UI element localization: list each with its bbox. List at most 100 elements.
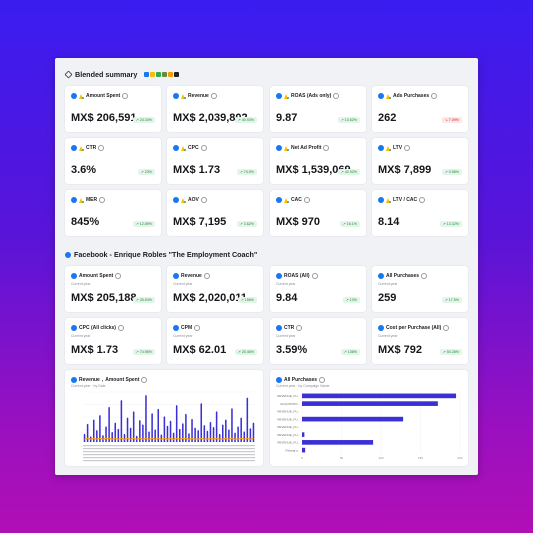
info-icon[interactable] [333, 93, 340, 99]
revenue-bar[interactable] [117, 429, 120, 443]
revenue-bar[interactable] [105, 427, 107, 442]
revenue-bar[interactable] [209, 422, 212, 442]
revenue-bar[interactable] [240, 418, 242, 442]
revenue-bar[interactable] [108, 407, 110, 442]
revenue-bar[interactable] [215, 412, 218, 442]
metric-card-cost-per-purchase-all[interactable]: Cost per Purchase (All) Current year MX$ 7… [372, 318, 468, 364]
revenue-bar[interactable] [225, 420, 227, 442]
info-icon[interactable] [421, 273, 428, 279]
revenue-bar[interactable] [154, 430, 156, 442]
info-icon[interactable] [203, 273, 210, 279]
revenue-bar[interactable] [231, 408, 233, 442]
revenue-bar[interactable] [191, 419, 193, 443]
revenue-bar[interactable] [148, 432, 150, 442]
revenue-bar[interactable] [86, 424, 89, 443]
revenue-bar[interactable] [126, 418, 129, 442]
revenue-bar[interactable] [123, 434, 126, 443]
metric-card-cpc-all-clicks[interactable]: CPC (All clicks) Current year MX$ 1.73 ↗ 74… [65, 318, 161, 364]
info-icon[interactable] [122, 93, 129, 99]
info-icon[interactable] [210, 93, 217, 99]
revenue-bar[interactable] [166, 426, 169, 442]
revenue-bar[interactable] [246, 398, 249, 442]
revenue-bar[interactable] [200, 403, 203, 442]
revenue-bar[interactable] [145, 395, 147, 442]
purchases-bar[interactable] [302, 440, 374, 445]
info-icon[interactable] [311, 273, 318, 279]
metric-card-aov[interactable]: AOV MX$ 7,195 ↗ 3.62% [167, 190, 263, 236]
info-icon[interactable] [323, 145, 330, 151]
metric-card-cpc[interactable]: CPC MX$ 1.73 ↗ 74.9% [167, 138, 263, 184]
metric-card-ads-purchases[interactable]: Ads Purchases 262 ↘ 7.09% [372, 86, 468, 132]
revenue-bar[interactable] [139, 420, 141, 442]
info-icon[interactable] [194, 325, 201, 331]
purchases-bar[interactable] [302, 432, 305, 437]
revenue-bar[interactable] [252, 423, 255, 442]
info-icon[interactable] [319, 377, 326, 383]
revenue-bar[interactable] [120, 400, 123, 442]
metric-card-ctr[interactable]: CTR Current year 3.59% ↗ 108% [270, 318, 366, 364]
revenue-bar[interactable] [221, 425, 224, 442]
info-icon[interactable] [98, 145, 105, 151]
revenue-bar[interactable] [243, 432, 246, 442]
revenue-bar[interactable] [129, 428, 132, 442]
revenue-bar[interactable] [182, 423, 184, 442]
purchases-bar[interactable] [302, 416, 404, 422]
info-icon[interactable] [200, 145, 207, 151]
metric-card-cac[interactable]: CAC MX$ 970 ↗ 16.1% [270, 190, 366, 236]
info-icon[interactable] [296, 325, 303, 331]
info-icon[interactable] [117, 325, 124, 331]
info-icon[interactable] [443, 325, 450, 331]
metric-card-revenue[interactable]: Revenue Current year MX$ 2,020,011 ↗ 156% [167, 266, 263, 312]
metric-card-all-purchases[interactable]: All Purchases Current year 259 ↗ 17.5% [372, 266, 468, 312]
info-icon[interactable] [419, 197, 426, 203]
purchases-bar[interactable] [302, 447, 306, 453]
revenue-bar[interactable] [185, 414, 187, 443]
revenue-bar[interactable] [188, 433, 190, 442]
revenue-bar[interactable] [163, 417, 166, 442]
revenue-bar[interactable] [151, 413, 153, 442]
metric-card-roas-all[interactable]: ROAS (All) Current year 9.84 ↗ 13% [270, 266, 366, 312]
revenue-bar[interactable] [194, 428, 196, 442]
revenue-bar[interactable] [197, 430, 199, 442]
info-icon[interactable] [99, 197, 106, 203]
revenue-bar[interactable] [92, 420, 95, 442]
revenue-bar[interactable] [203, 425, 206, 442]
info-icon[interactable] [404, 145, 411, 151]
metric-card-cpm[interactable]: CPM Current year MX$ 62.01 ↗ 25.46% [167, 318, 263, 364]
info-icon[interactable] [200, 197, 207, 203]
metric-card-roas-ads-only[interactable]: ROAS (Ads only) 9.87 ↗ 13.52% [270, 86, 366, 132]
revenue-bar[interactable] [206, 431, 209, 442]
purchases-bar[interactable] [302, 401, 438, 406]
info-icon[interactable] [431, 93, 438, 99]
info-icon[interactable] [115, 273, 122, 279]
revenue-bar[interactable] [142, 425, 144, 442]
metric-card-amount-spent[interactable]: Amount Spent Current year MX$ 205,188 ↗ 35.… [65, 266, 161, 312]
revenue-bar[interactable] [228, 430, 230, 442]
revenue-bar[interactable] [212, 427, 215, 442]
revenue-bar[interactable] [218, 434, 221, 443]
metric-card-mer[interactable]: MER 845% ↗ 12.89% [65, 190, 161, 236]
revenue-bar[interactable] [234, 433, 236, 442]
revenue-bar[interactable] [175, 405, 178, 442]
info-icon[interactable] [141, 377, 148, 383]
metric-card-ctr[interactable]: CTR 3.6% ↗ 23% [65, 138, 161, 184]
metric-card-revenue[interactable]: Revenue MX$ 2,039,802 ↗ 40.93% [167, 86, 263, 132]
revenue-bar[interactable] [157, 409, 160, 443]
metric-card-net-ad-profit[interactable]: Net Ad Profit MX$ 1,539,069 ↗ 42.92% [270, 138, 366, 184]
revenue-bar[interactable] [83, 434, 86, 443]
revenue-bar[interactable] [172, 433, 175, 442]
revenue-bar[interactable] [99, 415, 101, 442]
revenue-bar[interactable] [237, 427, 239, 442]
revenue-bar[interactable] [111, 432, 113, 442]
purchases-bar[interactable] [302, 393, 457, 399]
revenue-bar[interactable] [114, 423, 117, 442]
revenue-bar[interactable] [96, 430, 98, 442]
metric-card-ltv[interactable]: LTV MX$ 7,899 ↗ 0.98% [372, 138, 468, 184]
revenue-bar[interactable] [132, 412, 135, 442]
revenue-bar[interactable] [169, 421, 172, 442]
metric-card-amount-spent[interactable]: Amount Spent MX$ 206,591 ↗ 24.34% [65, 86, 161, 132]
info-icon[interactable] [303, 197, 310, 203]
revenue-bar[interactable] [178, 429, 181, 443]
metric-card-ltv-cac[interactable]: LTV / CAC 8.14 ↗ 13.32% [372, 190, 468, 236]
revenue-bar[interactable] [249, 428, 252, 442]
